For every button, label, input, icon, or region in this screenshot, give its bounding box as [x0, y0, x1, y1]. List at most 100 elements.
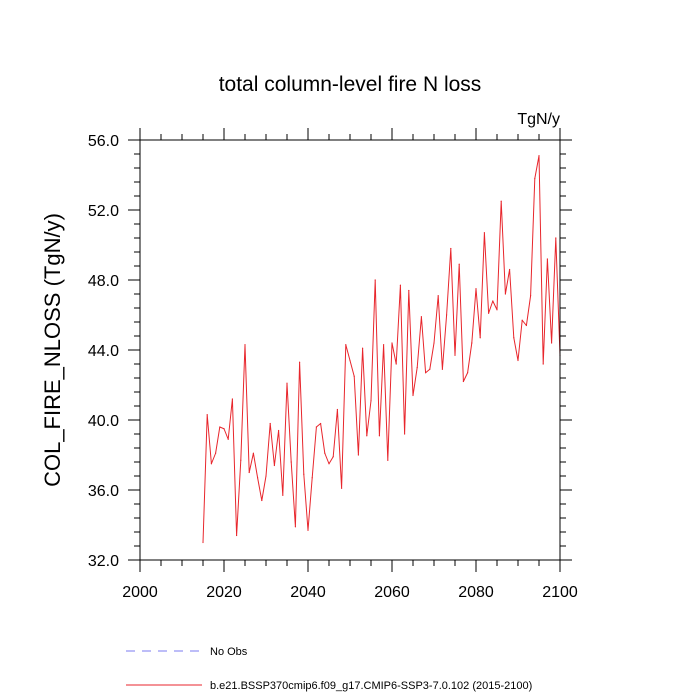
data-point: [240, 459, 242, 461]
data-point: [370, 400, 372, 402]
data-point: [534, 177, 536, 180]
data-point: [307, 529, 309, 531]
data-point: [555, 237, 557, 239]
data-point: [551, 342, 553, 344]
x-tick-label: 2080: [458, 584, 494, 601]
data-point: [362, 347, 364, 349]
legend-label-model: b.e21.BSSP370cmip6.f09_g17.CMIP6-SSP3-7.…: [210, 680, 532, 692]
data-point: [517, 359, 519, 362]
data-point: [475, 288, 477, 290]
data-point: [542, 363, 544, 365]
y-axis-label: COL_FIRE_NLOSS (TgN/y): [40, 213, 65, 487]
data-point: [257, 477, 259, 479]
data-point: [311, 477, 313, 479]
data-point: [215, 452, 217, 454]
x-tick-label: 2040: [290, 584, 326, 601]
legend: No Obs b.e21.BSSP370cmip6.f09_g17.CMIP6-…: [126, 646, 532, 692]
y-tick-label: 48.0: [88, 273, 119, 290]
data-point: [437, 295, 439, 297]
x-tick-label: 2100: [542, 584, 578, 601]
y-tick-label: 44.0: [88, 343, 119, 360]
data-point: [530, 295, 532, 297]
data-point: [395, 363, 397, 365]
data-point: [349, 359, 351, 362]
data-point: [341, 487, 343, 489]
data-point: [244, 344, 246, 346]
data-point: [538, 155, 540, 157]
data-point: [509, 268, 511, 271]
data-point: [387, 459, 389, 461]
chart-title: total column-level fire N loss: [219, 73, 482, 96]
data-point: [429, 368, 431, 370]
data-point: [269, 422, 271, 425]
data-point: [496, 309, 498, 311]
data-point: [492, 300, 494, 302]
data-point: [425, 372, 427, 374]
data-point: [366, 435, 368, 437]
data-point: [282, 494, 284, 496]
data-point: [324, 452, 326, 454]
y-tick-label: 52.0: [88, 203, 119, 220]
data-point: [223, 428, 225, 430]
x-tick-label: 2020: [206, 584, 242, 601]
data-point: [286, 382, 288, 384]
data-point: [420, 316, 422, 318]
data-point: [408, 289, 410, 292]
series-layer: [202, 155, 561, 544]
data-point: [383, 344, 385, 346]
data-point: [248, 471, 250, 474]
data-point: [357, 454, 359, 456]
data-point: [446, 314, 448, 316]
data-point: [374, 279, 376, 281]
data-point: [450, 247, 452, 250]
data-point: [504, 293, 506, 295]
data-point: [433, 342, 435, 344]
data-point: [513, 337, 515, 339]
y-tick-label: 56.0: [88, 133, 119, 150]
data-point: [210, 463, 212, 465]
y-tick-label: 32.0: [88, 553, 119, 570]
data-point: [416, 366, 418, 369]
data-point: [273, 464, 275, 467]
data-point: [546, 258, 549, 260]
data-point: [320, 422, 322, 425]
data-point: [303, 473, 305, 475]
axis-ticks: [128, 128, 572, 572]
data-point: [332, 456, 334, 458]
plot-frame: [139, 139, 561, 561]
data-point: [278, 429, 280, 432]
data-point: [479, 337, 481, 339]
data-point: [521, 319, 523, 321]
data-point: [378, 435, 380, 437]
data-point: [290, 461, 292, 463]
data-point: [488, 312, 490, 314]
data-point: [336, 408, 338, 411]
data-point: [467, 372, 469, 374]
data-point: [265, 475, 267, 477]
data-point: [454, 354, 456, 356]
x-tick-labels: 2000 2020 2040 2060 2080 2100: [122, 584, 578, 601]
data-point: [328, 463, 330, 465]
data-point: [471, 342, 473, 344]
data-point: [315, 426, 317, 428]
data-point: [353, 375, 355, 377]
data-point: [404, 433, 406, 435]
data-point: [219, 426, 221, 428]
legend-label-no-obs: No Obs: [210, 646, 248, 658]
data-point: [236, 534, 238, 537]
data-point: [227, 438, 229, 440]
x-tick-label: 2060: [374, 584, 410, 601]
y-tick-label: 36.0: [88, 483, 119, 500]
data-point: [261, 499, 263, 502]
data-point: [500, 200, 502, 202]
data-point: [399, 284, 401, 286]
data-point: [483, 232, 485, 234]
data-point: [252, 452, 254, 454]
data-point: [206, 414, 208, 416]
units-label: TgN/y: [517, 111, 560, 128]
data-point: [391, 342, 393, 344]
data-point: [462, 380, 464, 383]
data-point: [299, 361, 301, 363]
x-tick-label: 2000: [122, 584, 158, 601]
